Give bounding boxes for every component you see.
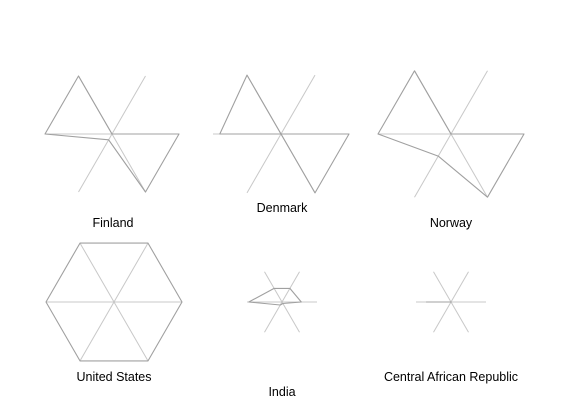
radar-axis-line: [281, 301, 300, 333]
radar-data-shape: [45, 242, 183, 362]
radar-axis-line: [246, 133, 282, 194]
radar-panel: United States: [45, 242, 183, 384]
radar-axis-line: [433, 301, 452, 333]
radar-axis-line: [450, 271, 469, 303]
radar-axis-line: [78, 133, 113, 193]
country-label: Denmark: [257, 201, 308, 215]
country-label: India: [268, 385, 295, 399]
radar-panel: India: [247, 271, 317, 399]
radar-axis-line: [79, 242, 115, 303]
radar-axis-line: [264, 301, 283, 333]
country-label: United States: [76, 370, 151, 384]
radar-axis-line: [414, 133, 452, 198]
radar-axis-line: [433, 271, 452, 303]
radar-axis-line: [450, 301, 469, 333]
radar-axis-line: [450, 70, 488, 135]
radar-panel: Denmark: [213, 74, 350, 215]
radar-axis-line: [264, 271, 283, 303]
radar-data-shape: [248, 287, 302, 306]
radar-data-shape: [44, 75, 180, 193]
radar-panel: Norway: [377, 70, 525, 230]
radar-axis-line: [113, 301, 149, 362]
radar-axis-line: [281, 271, 300, 303]
radar-panel: Central African Republic: [384, 271, 518, 384]
radar-axis-line: [280, 74, 316, 135]
radar-data-shape: [219, 74, 350, 194]
radar-axis-line: [111, 75, 146, 135]
country-label: Finland: [93, 216, 134, 230]
radar-axis-line: [113, 242, 149, 303]
radar-axis-line: [111, 133, 146, 193]
radar-axis-line: [450, 133, 488, 198]
radar-panel: Finland: [44, 75, 180, 230]
radar-data-shape: [377, 70, 525, 198]
country-label: Norway: [430, 216, 473, 230]
radar-axis-line: [79, 301, 115, 362]
country-label: Central African Republic: [384, 370, 518, 384]
